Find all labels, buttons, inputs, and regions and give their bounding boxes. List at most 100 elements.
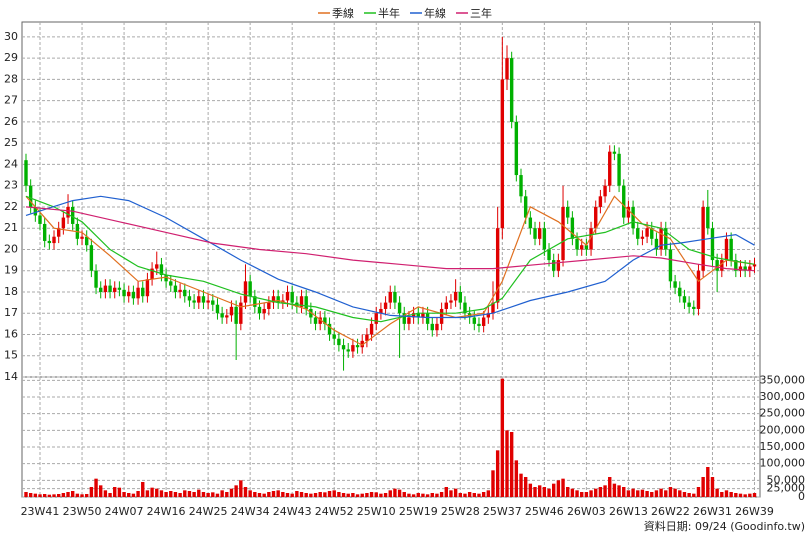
volume-bar [481, 492, 486, 497]
y-tick-label: 17 [4, 306, 18, 319]
volume-bar [407, 493, 411, 497]
volume-bar [276, 490, 280, 497]
volume-bar [145, 490, 150, 497]
volume-bar [612, 483, 617, 497]
volume-bar [211, 492, 215, 497]
candle-body [603, 185, 607, 197]
candle-body [743, 266, 747, 271]
volume-bar [318, 492, 322, 497]
volume-bar [122, 492, 126, 497]
candle-body [215, 304, 220, 314]
x-tick-label: 25W46 [525, 505, 564, 518]
volume-bar [430, 493, 434, 497]
volume-bar [341, 493, 346, 497]
y-tick-label: 14 [4, 370, 18, 383]
volume-bar [608, 477, 612, 497]
volume-bar [706, 467, 710, 497]
ma-line [25, 195, 755, 319]
candle-body [127, 291, 131, 297]
volume-bar [659, 488, 663, 497]
volume-bar [262, 493, 266, 497]
volume-bar [66, 492, 70, 497]
candle-body [197, 296, 201, 303]
volume-bar [645, 491, 649, 497]
candle-body [542, 228, 547, 250]
candle-body [570, 217, 575, 239]
volume-bar [458, 493, 462, 497]
volume-bar [748, 493, 752, 497]
candle-body [715, 260, 719, 271]
x-tick-label: 26W13 [609, 505, 648, 518]
volume-bar [374, 492, 378, 497]
volume-bar [692, 493, 696, 497]
candle-body [687, 302, 691, 307]
candle-body [150, 268, 154, 280]
candle-body [439, 308, 444, 324]
volume-bar [710, 477, 715, 497]
candle-body [234, 306, 238, 324]
volume-bar [622, 487, 626, 497]
volume-bar [687, 493, 691, 497]
x-tick-label: 26W03 [567, 505, 606, 518]
volume-bar [337, 492, 341, 497]
volume-bar [491, 470, 495, 497]
candle-body [178, 289, 182, 292]
volume-bar [533, 487, 537, 497]
candle-body [360, 340, 364, 348]
candle-body [24, 160, 28, 186]
candle-body [528, 217, 533, 229]
candle-body [99, 287, 103, 292]
volume-bar [542, 487, 547, 497]
volume-bar [556, 480, 561, 497]
candle-body [388, 291, 392, 303]
volume-bar [108, 493, 112, 497]
x-tick-label: 23W41 [21, 505, 60, 518]
candle-body [612, 151, 617, 154]
candle-body [155, 264, 159, 269]
volume-bar [80, 494, 84, 497]
y-tick-label: 29 [4, 51, 18, 64]
candle-body [430, 323, 434, 331]
candle-body [122, 289, 126, 297]
volume-bar [369, 492, 374, 497]
candle-body [85, 236, 89, 246]
volume-bar [631, 488, 635, 497]
volume-bar [720, 492, 724, 497]
volume-bar [56, 494, 61, 497]
candle-body [481, 317, 486, 326]
volume-bar [575, 490, 579, 497]
volume-bar [729, 492, 733, 497]
candle-body [341, 345, 346, 350]
volume-bar [682, 492, 687, 497]
candle-body [332, 334, 336, 339]
candle-body [229, 306, 234, 316]
candle-body [304, 296, 308, 309]
candle-body [523, 196, 528, 218]
candle-body [411, 313, 416, 318]
volume-bar [603, 485, 607, 497]
candle-body [678, 287, 682, 297]
y-tick-label: 24 [4, 157, 18, 170]
ma-line [25, 206, 755, 272]
candle-body [313, 317, 318, 324]
volume-bar [654, 490, 659, 497]
volume-bar [113, 487, 117, 497]
candle-body [594, 206, 598, 229]
candle-body [706, 206, 710, 229]
volume-bar [99, 485, 103, 497]
candle-body [636, 228, 640, 239]
volume-bar [220, 490, 224, 497]
candle-body [514, 121, 519, 176]
candle-body [734, 260, 738, 271]
volume-bar [150, 487, 154, 497]
volume-tick-label: 150,000 [760, 440, 806, 453]
volume-bar [70, 491, 75, 497]
candle-body [351, 345, 355, 352]
candle-body [267, 302, 271, 309]
candle-body [220, 313, 224, 318]
legend-label: 三年 [470, 6, 492, 20]
volume-bar [159, 490, 164, 497]
candle-body [696, 270, 701, 309]
volume-bar [313, 493, 318, 497]
